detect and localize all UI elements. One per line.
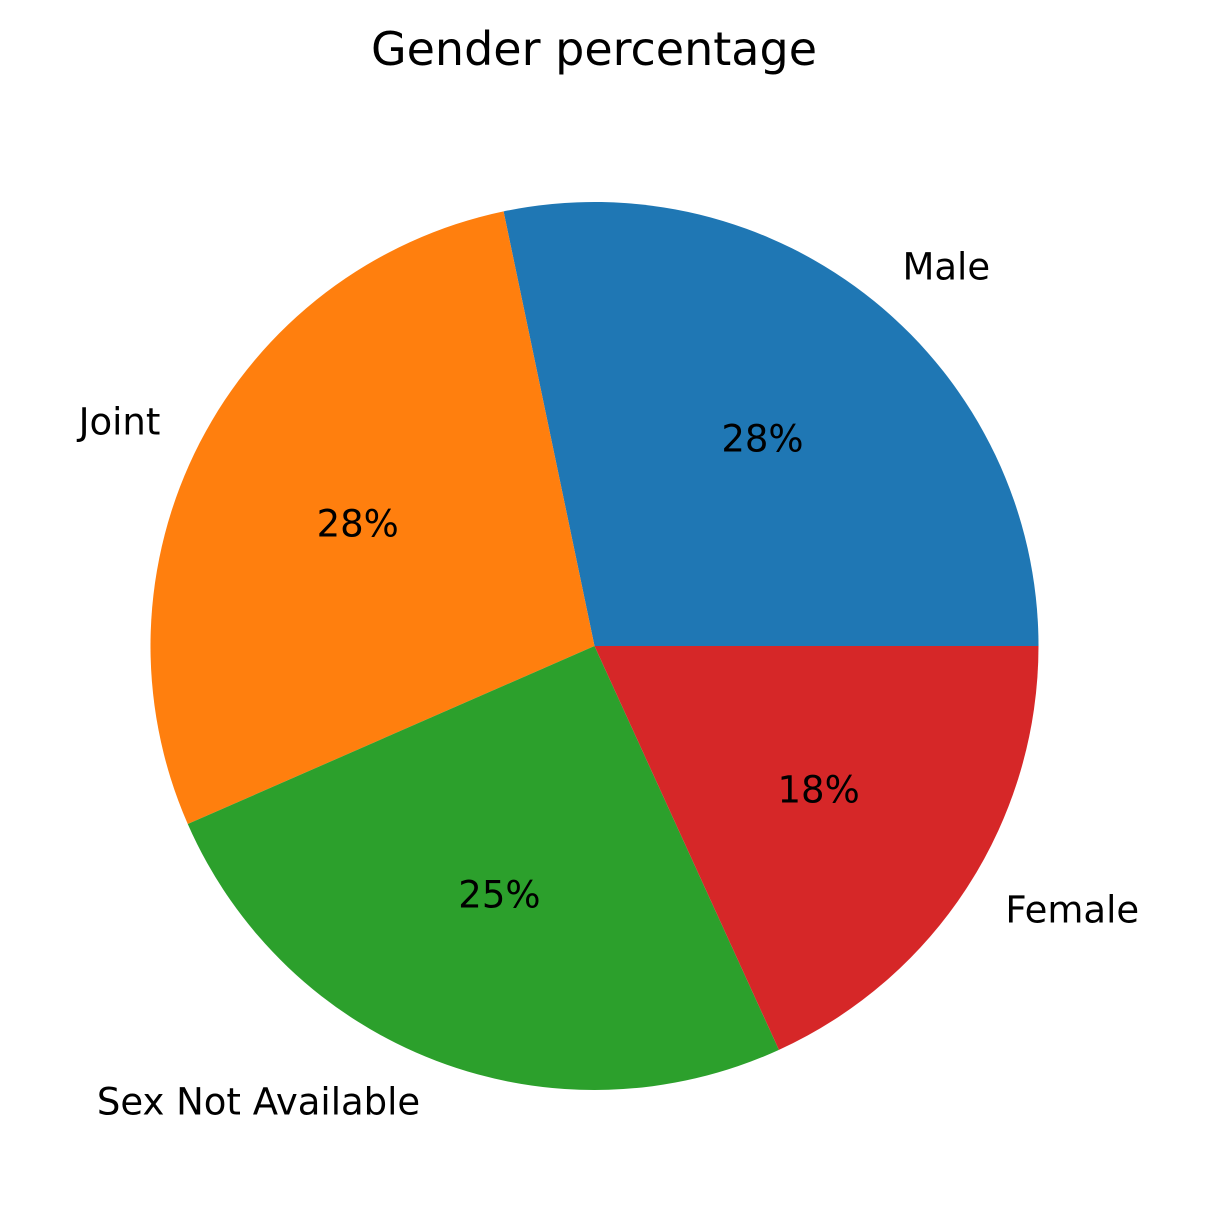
pie-slice-male [503,201,1039,646]
slice-label-sex-not-available: Sex Not Available [97,1081,420,1124]
chart-title: Gender percentage [370,22,817,76]
slice-label-female: Female [1005,889,1139,932]
pie-slice-female [594,646,1039,1050]
pct-label-male: 28% [721,418,803,461]
pie-labels: 28% Male 28% Joint 25% Sex Not Available 18% Fe… [77,245,1140,1123]
pct-label-joint: 28% [317,502,399,545]
slice-label-male: Male [902,245,990,288]
pie-slice-joint [150,211,595,825]
slice-label-joint: Joint [77,401,161,444]
pie-slice-sex-not-available [187,646,779,1091]
pct-label-female: 18% [777,769,859,812]
pct-label-sex-not-available: 25% [458,873,540,916]
pie-slices [150,201,1039,1091]
